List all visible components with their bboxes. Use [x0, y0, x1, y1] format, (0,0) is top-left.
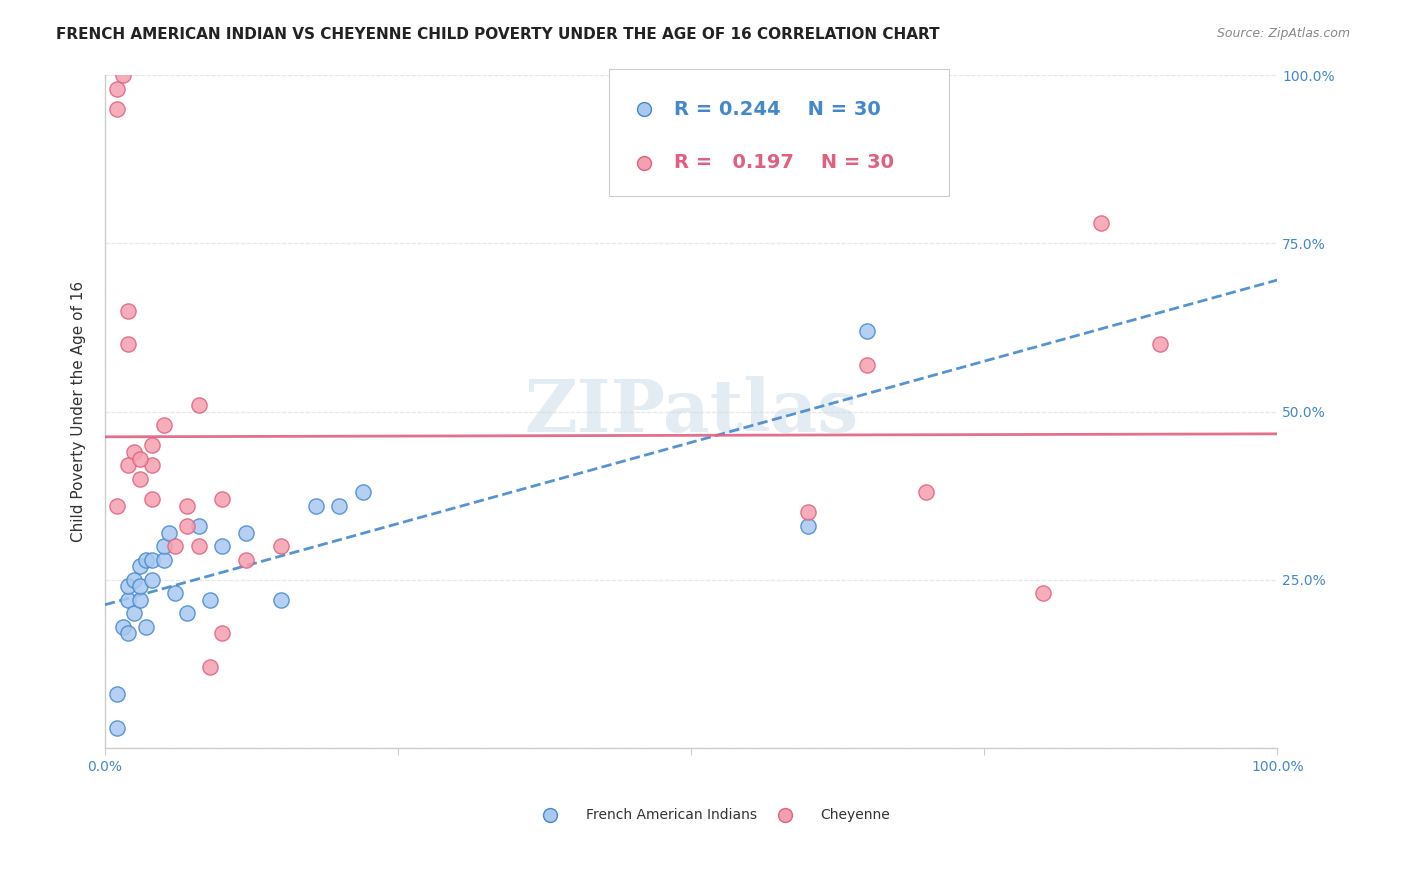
Text: R =   0.197    N = 30: R = 0.197 N = 30	[673, 153, 894, 172]
Point	[117, 303, 139, 318]
Point	[135, 552, 157, 566]
Point	[141, 491, 163, 506]
Point	[124, 607, 146, 621]
Point	[270, 539, 292, 553]
Point	[176, 519, 198, 533]
Point	[187, 539, 209, 553]
Point	[856, 324, 879, 338]
Point	[129, 559, 152, 574]
Point	[105, 102, 128, 116]
Point	[797, 505, 820, 519]
Text: Cheyenne: Cheyenne	[820, 808, 890, 822]
Point	[129, 579, 152, 593]
Point	[117, 337, 139, 351]
Point	[111, 69, 134, 83]
Point	[141, 552, 163, 566]
FancyBboxPatch shape	[609, 69, 949, 196]
Point	[797, 519, 820, 533]
Point	[211, 491, 233, 506]
Point	[914, 485, 936, 500]
Point	[1149, 337, 1171, 351]
Point	[1090, 216, 1112, 230]
Point	[270, 592, 292, 607]
Point	[105, 82, 128, 96]
Point	[129, 451, 152, 466]
Point	[176, 499, 198, 513]
Point	[129, 472, 152, 486]
Point	[117, 626, 139, 640]
Y-axis label: Child Poverty Under the Age of 16: Child Poverty Under the Age of 16	[72, 281, 86, 542]
Point	[187, 519, 209, 533]
Text: ZIPatlas: ZIPatlas	[524, 376, 858, 447]
Point	[187, 398, 209, 412]
Point	[135, 620, 157, 634]
Point	[117, 458, 139, 473]
Point	[328, 499, 350, 513]
Point	[856, 358, 879, 372]
Point	[211, 626, 233, 640]
Point	[305, 499, 328, 513]
Point	[105, 721, 128, 735]
Point	[159, 525, 181, 540]
Point	[235, 552, 257, 566]
Point	[124, 445, 146, 459]
Point	[152, 539, 174, 553]
Point	[129, 592, 152, 607]
Point	[773, 808, 796, 822]
Point	[105, 687, 128, 701]
Point	[235, 525, 257, 540]
Point	[141, 573, 163, 587]
Point	[117, 579, 139, 593]
Point	[152, 552, 174, 566]
Point	[105, 499, 128, 513]
Point	[540, 808, 562, 822]
Point	[352, 485, 374, 500]
Point	[165, 586, 187, 600]
Text: R = 0.244    N = 30: R = 0.244 N = 30	[673, 100, 880, 119]
Text: French American Indians: French American Indians	[586, 808, 756, 822]
Point	[200, 660, 222, 674]
Text: FRENCH AMERICAN INDIAN VS CHEYENNE CHILD POVERTY UNDER THE AGE OF 16 CORRELATION: FRENCH AMERICAN INDIAN VS CHEYENNE CHILD…	[56, 27, 939, 42]
Point	[176, 607, 198, 621]
Point	[141, 458, 163, 473]
Point	[124, 573, 146, 587]
Point	[633, 156, 655, 170]
Point	[111, 620, 134, 634]
Point	[633, 102, 655, 116]
Point	[141, 438, 163, 452]
Point	[211, 539, 233, 553]
Point	[165, 539, 187, 553]
Point	[1032, 586, 1054, 600]
Point	[152, 418, 174, 433]
Point	[117, 592, 139, 607]
Point	[200, 592, 222, 607]
Text: Source: ZipAtlas.com: Source: ZipAtlas.com	[1216, 27, 1350, 40]
